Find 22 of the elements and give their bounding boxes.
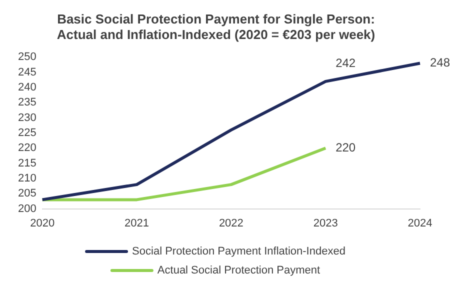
x-tick-label: 2021 xyxy=(124,217,150,230)
y-tick-label: 215 xyxy=(18,157,36,170)
y-tick-label: 200 xyxy=(18,202,36,215)
y-tick-label: 220 xyxy=(18,142,36,154)
data-label: 220 xyxy=(336,140,356,154)
x-tick-label: 2022 xyxy=(218,217,244,230)
y-tick-label: 210 xyxy=(18,172,36,185)
x-tick-label: 2024 xyxy=(408,217,432,230)
x-tick-label: 2023 xyxy=(313,217,338,230)
y-tick-label: 240 xyxy=(18,82,36,94)
y-tick-label: 245 xyxy=(18,66,36,78)
legend-label: Actual Social Protection Payment xyxy=(157,264,320,277)
chart-title: Basic Social Protection Payment for Single Person: Actual and Inflation-Indexed (2020 = €203 per week) xyxy=(56,11,376,42)
x-tick-label: 2020 xyxy=(30,217,55,230)
y-tick-label: 205 xyxy=(18,188,36,200)
data-label: 248 xyxy=(430,56,450,70)
y-tick-label: 250 xyxy=(18,51,36,64)
y-tick-label: 235 xyxy=(18,96,36,109)
legend-label: Social Protection Payment Inflation-Indexed xyxy=(132,246,346,258)
y-tick-label: 230 xyxy=(18,112,36,124)
data-label: 242 xyxy=(336,56,356,70)
y-tick-label: 225 xyxy=(18,127,36,140)
